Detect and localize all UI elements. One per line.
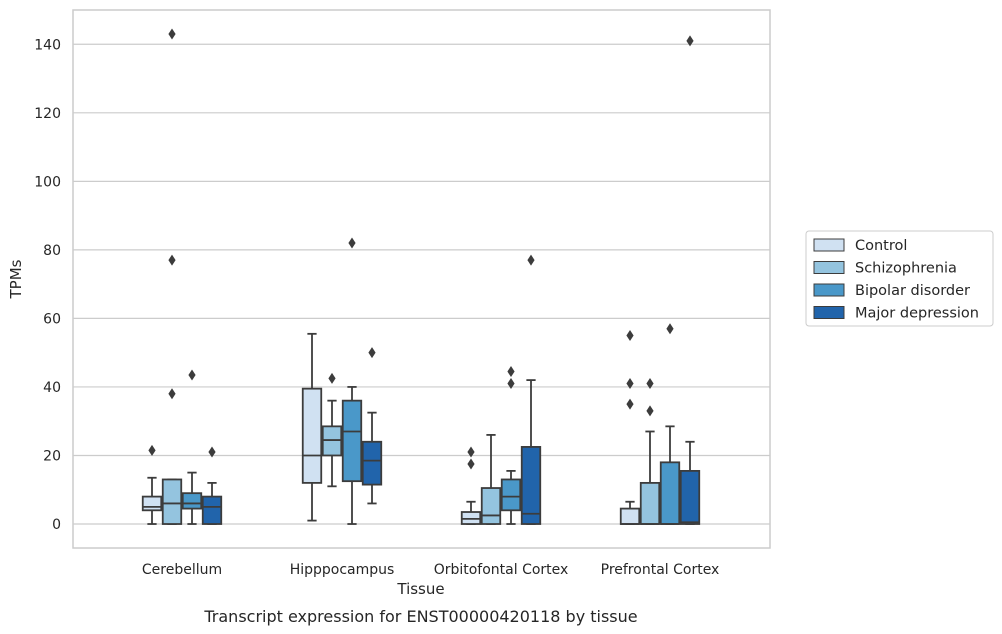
x-tick-label: Prefrontal Cortex [601, 562, 720, 578]
x-axis-label: Tissue [396, 580, 444, 598]
plot-area-frame [72, 9, 771, 549]
box-major-depression [679, 35, 701, 525]
box-iqr [161, 478, 183, 525]
y-axis-label: TPMs [7, 259, 25, 299]
box-iqr [361, 440, 383, 486]
legend: Control Schizophrenia Bipolar disorder Majo… [805, 230, 994, 327]
x-tick-label: Hipppocampus [290, 562, 395, 578]
outlier-point [646, 378, 654, 390]
y-tick-label: 140 [34, 37, 61, 53]
outlier-point [348, 237, 356, 249]
y-tick-label: 60 [43, 311, 61, 327]
box-iqr [341, 399, 363, 483]
outlier-point [368, 347, 376, 359]
legend-swatch [813, 306, 845, 319]
outlier-point [507, 366, 515, 378]
outlier-point [626, 330, 634, 342]
box-bipolar-disorder [659, 323, 681, 525]
x-tick-label: Cerebellum [142, 562, 222, 578]
outlier-point [168, 28, 176, 40]
legend-label: Major depression [855, 306, 979, 322]
box-iqr [141, 495, 163, 512]
box-schizophrenia [321, 372, 343, 488]
box-schizophrenia [639, 378, 661, 525]
outlier-point [686, 35, 694, 47]
box-schizophrenia [480, 434, 502, 525]
legend-label: Bipolar disorder [855, 283, 970, 299]
outlier-point [527, 254, 535, 266]
box-control [460, 446, 482, 525]
box-iqr [301, 387, 323, 484]
outlier-point [626, 398, 634, 410]
legend-label: Schizophrenia [855, 261, 957, 277]
legend-label: Control [855, 238, 907, 254]
box-iqr [201, 495, 223, 525]
outlier-point [467, 458, 475, 470]
box-schizophrenia [161, 28, 183, 525]
y-tick-label: 80 [43, 243, 61, 259]
y-tick-label: 120 [34, 106, 61, 122]
box-layer [141, 28, 701, 525]
outlier-point [666, 323, 674, 335]
chart-caption: Transcript expression for ENST0000042011… [203, 607, 637, 626]
box-control [141, 444, 163, 525]
box-major-depression [520, 254, 542, 525]
box-bipolar-disorder [181, 369, 203, 525]
outlier-point [208, 446, 216, 458]
y-tick-label: 40 [43, 380, 61, 396]
box-major-depression [361, 347, 383, 505]
outlier-point [328, 372, 336, 384]
box-iqr [639, 481, 661, 525]
outlier-point [507, 378, 515, 390]
box-iqr [500, 478, 522, 512]
outlier-point [188, 369, 196, 381]
box-iqr [659, 461, 681, 525]
box-control [619, 330, 641, 525]
grid-lines [73, 43, 770, 525]
y-tick-labels: 0 20 40 60 80 100 120 140 [34, 37, 61, 533]
box-iqr [679, 469, 701, 525]
box-bipolar-disorder [341, 237, 363, 525]
box-iqr [520, 446, 542, 525]
x-tick-label: Orbitofontal Cortex [434, 562, 569, 578]
box-control [301, 332, 323, 522]
box-iqr [619, 507, 641, 525]
outlier-point [168, 254, 176, 266]
legend-frame [805, 230, 994, 327]
box-bipolar-disorder [500, 366, 522, 525]
legend-swatch [813, 261, 845, 274]
y-tick-label: 100 [34, 174, 61, 190]
x-tick-labels: Cerebellum Hipppocampus Orbitofontal Corte… [142, 562, 719, 578]
y-tick-label: 20 [43, 448, 61, 464]
box-major-depression [201, 446, 223, 525]
box-iqr [181, 492, 203, 510]
outlier-point [168, 388, 176, 400]
y-tick-label: 0 [52, 517, 61, 533]
outlier-point [148, 444, 156, 456]
outlier-point [467, 446, 475, 458]
outlier-point [626, 378, 634, 390]
legend-swatch [813, 283, 845, 297]
legend-swatch [813, 238, 845, 252]
outlier-point [646, 405, 654, 417]
box-iqr [480, 487, 502, 525]
